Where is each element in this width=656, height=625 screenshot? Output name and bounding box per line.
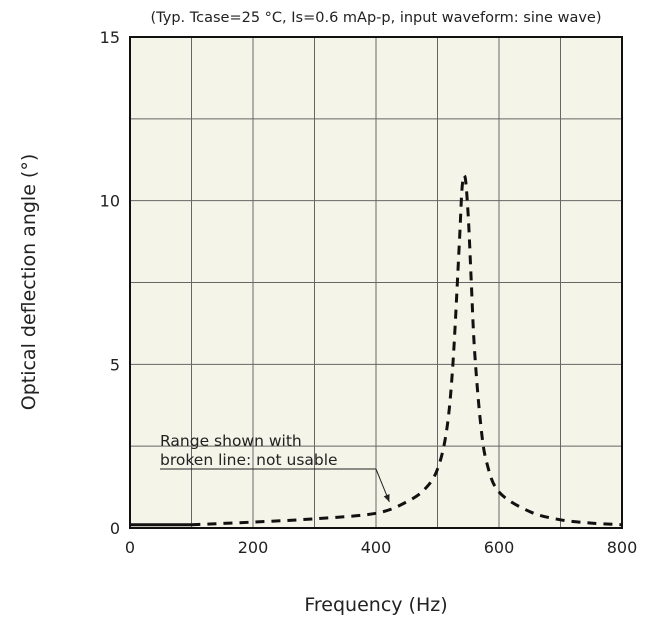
plot-frame (129, 36, 623, 529)
x-tick-label: 800 (607, 538, 638, 557)
x-tick-label: 200 (238, 538, 269, 557)
grid (130, 37, 622, 528)
x-axis-title: Frequency (Hz) (304, 594, 447, 616)
annotation-arrowhead (383, 493, 390, 502)
x-tick-label: 0 (125, 538, 135, 557)
annotation-text-line: broken line: not usable (160, 451, 338, 469)
y-axis-title: Optical deflection angle (°) (18, 154, 40, 411)
x-axis-ticks: 0 200 400 600 800 (125, 538, 637, 557)
y-tick-label: 5 (110, 355, 120, 374)
x-tick-label: 600 (484, 538, 515, 557)
y-tick-label: 10 (100, 192, 120, 211)
y-tick-label: 0 (110, 519, 120, 538)
y-tick-label: 15 (100, 28, 120, 47)
x-tick-label: 400 (361, 538, 392, 557)
chart-subtitle: (Typ. Tcase=25 °C, Is=0.6 mAp-p, input w… (150, 10, 601, 26)
y-axis-ticks: 0 5 10 15 (100, 28, 120, 538)
annotation-text-line: Range shown with (160, 432, 302, 450)
series-line-dashed (191, 174, 623, 527)
series-layer (130, 174, 623, 527)
